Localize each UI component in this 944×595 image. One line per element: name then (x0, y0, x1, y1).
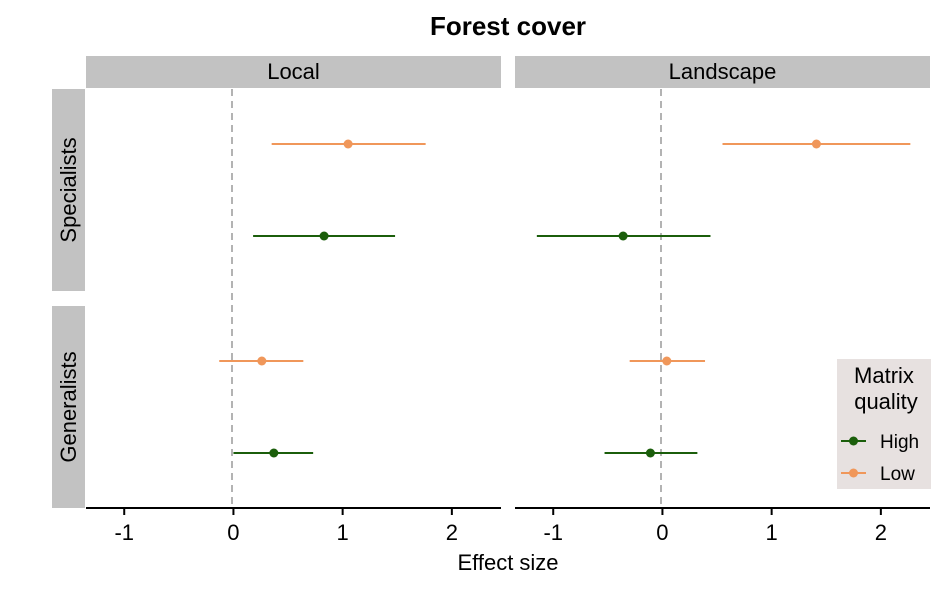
x-tick-label-landscape-3: 2 (875, 520, 887, 545)
facet-label-local: Local (267, 59, 320, 84)
chart-title: Forest cover (430, 11, 586, 41)
x-tick-label-landscape-1: 0 (656, 520, 668, 545)
facet-strip-local (86, 56, 501, 88)
legend-key-low-point (849, 468, 858, 478)
point-high-landscape-generalists (645, 448, 655, 458)
x-tick-label-local-2: 1 (337, 520, 349, 545)
point-low-landscape-specialists (811, 139, 821, 149)
x-axis-title: Effect size (457, 550, 558, 575)
facet-label-specialists: Specialists (56, 137, 81, 242)
legend-key-high-point (849, 436, 858, 446)
point-low-local-specialists (343, 139, 353, 149)
x-axis-ticks: -1 0 1 2 -1 0 1 2 (114, 508, 887, 545)
point-high-local-specialists (319, 231, 329, 241)
x-tick-label-landscape-0: -1 (543, 520, 563, 545)
facet-label-landscape: Landscape (669, 59, 777, 84)
data-marks (219, 139, 911, 458)
x-tick-label-local-0: -1 (114, 520, 134, 545)
x-tick-label-local-1: 0 (227, 520, 239, 545)
point-low-local-generalists (257, 356, 267, 366)
legend-title-line-1: Matrix (854, 363, 914, 388)
legend-label-low: Low (880, 464, 915, 485)
x-tick-label-local-3: 2 (446, 520, 458, 545)
legend-label-high: High (880, 432, 919, 453)
point-low-landscape-generalists (662, 356, 672, 366)
x-tick-label-landscape-2: 1 (766, 520, 778, 545)
legend-title-line-2: quality (854, 389, 918, 414)
facet-strip-specialists (52, 89, 85, 291)
facet-strip-landscape (515, 56, 930, 88)
legend-background (837, 359, 931, 489)
facet-strip-generalists (52, 306, 85, 508)
facet-label-generalists: Generalists (56, 351, 81, 462)
point-high-landscape-specialists (618, 231, 628, 241)
point-high-local-generalists (269, 448, 279, 458)
legend: Matrix quality High Low (837, 359, 931, 489)
